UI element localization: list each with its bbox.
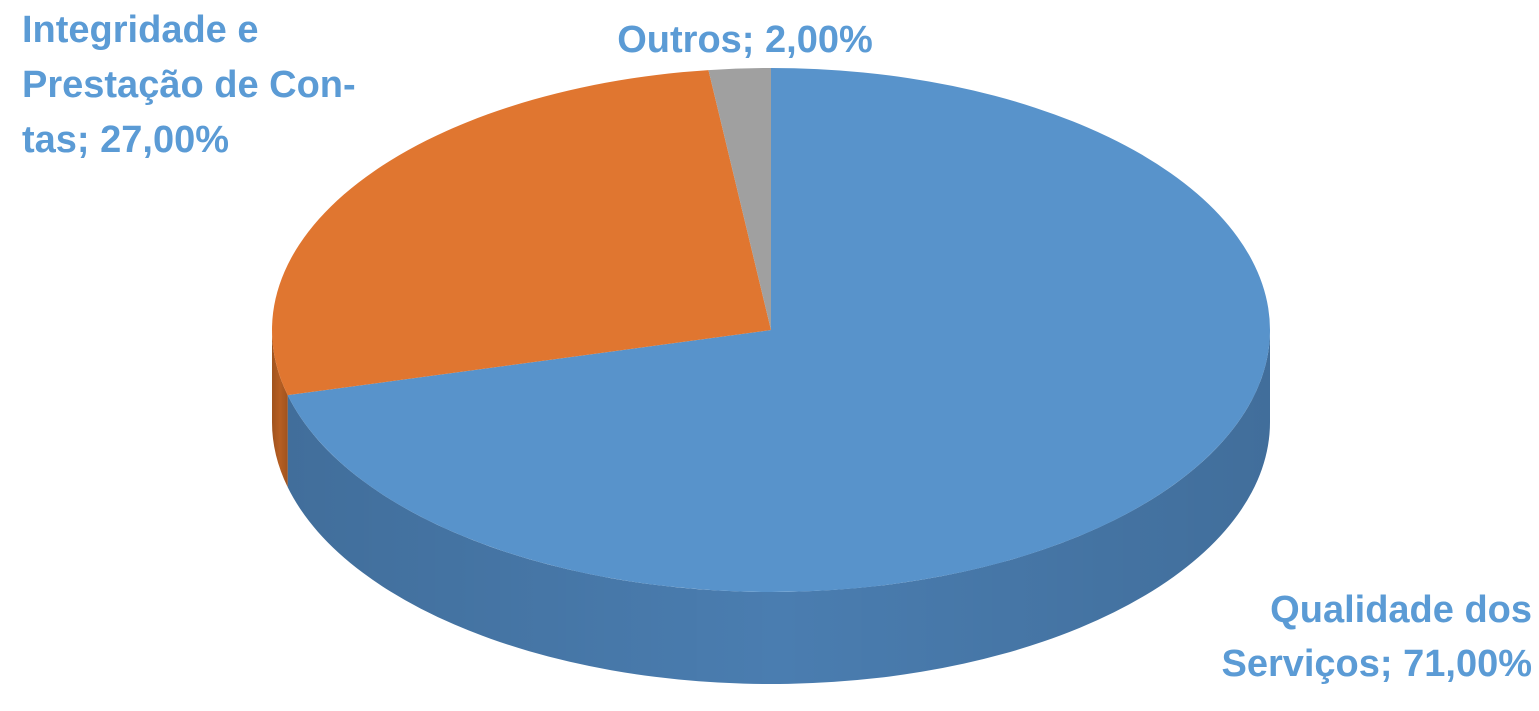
data-label: Integridade e Prestação de Con-tas; 27,00… — [22, 9, 356, 161]
data-label: Qualidade dos Serviços; 71,00% — [1221, 589, 1532, 685]
data-label: Outros; 2,00% — [617, 19, 873, 61]
slice — [287, 68, 1270, 592]
side-shade — [272, 330, 288, 488]
slice — [708, 68, 771, 330]
slice — [271, 70, 771, 396]
side-shade — [287, 330, 1270, 684]
